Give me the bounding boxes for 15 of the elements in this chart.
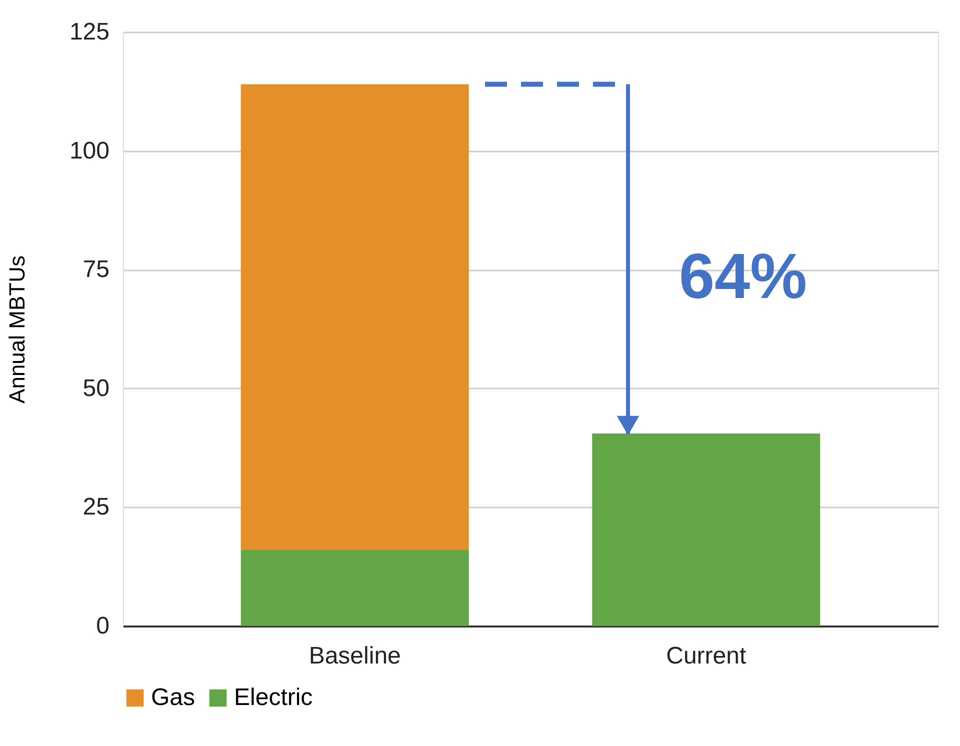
- y-tick-label: 75: [82, 256, 110, 284]
- legend-label: Electric: [234, 684, 313, 711]
- y-tick-label: 125: [69, 18, 110, 46]
- y-tick-label: 0: [96, 612, 110, 640]
- y-tick-label: 50: [82, 374, 110, 402]
- annotation: 64%: [678, 240, 808, 312]
- y-tick-label: 25: [82, 494, 110, 521]
- legend-label: Gas: [151, 684, 196, 711]
- x-tick-label: Baseline: [308, 642, 401, 670]
- bar: [240, 84, 469, 550]
- bar: [592, 434, 820, 626]
- y-axis-title: Annual MBTUs: [4, 256, 30, 404]
- bar: [240, 550, 469, 626]
- y-tick-label: 100: [69, 137, 110, 164]
- x-tick-label: Current: [666, 642, 746, 670]
